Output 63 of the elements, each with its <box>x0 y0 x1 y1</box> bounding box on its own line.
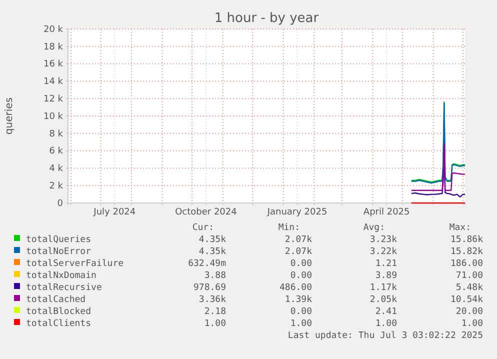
text: 2.07k <box>284 235 313 245</box>
text: 4.35k <box>198 247 227 257</box>
y-tick-label: 20 k <box>43 24 64 35</box>
text: 1.00 <box>204 319 226 329</box>
text: 0.00 <box>290 307 312 317</box>
y-tick-label: 2 k <box>49 181 64 192</box>
text: 10.54k <box>450 295 484 305</box>
y-tick-label: 6 k <box>49 146 64 157</box>
text: 2.18 <box>204 307 226 317</box>
y-tick-label: 14 k <box>43 77 64 88</box>
text: 632.49m <box>188 259 226 269</box>
legend-label: totalCached <box>26 295 86 305</box>
text: 3.36k <box>198 295 227 305</box>
y-tick-label: 10 k <box>43 112 64 122</box>
text: 15.86k <box>450 235 484 245</box>
text: 5.48k <box>456 283 484 293</box>
y-tick-label: 8 k <box>49 129 64 140</box>
text: Cur: <box>192 223 214 233</box>
text: 15.82k <box>450 247 484 257</box>
text: 3.88 <box>204 271 226 281</box>
text: Avg: <box>363 223 385 233</box>
y-tick-label: 4 k <box>49 164 64 174</box>
text: 1.00 <box>461 319 483 329</box>
text: 186.00 <box>450 259 483 269</box>
text: 1.00 <box>290 319 312 329</box>
text: 4.35k <box>198 235 227 245</box>
text: 2.05k <box>370 295 398 305</box>
legend-label: totalClients <box>26 319 92 329</box>
text: 978.69 <box>193 283 226 293</box>
text: Last update: Thu Jul 3 03:02:22 2025 <box>288 331 483 341</box>
text: Min: <box>278 223 300 233</box>
text: 3.89 <box>375 271 397 281</box>
legend-label: totalNxDomain <box>26 271 96 281</box>
legend-label: totalServerFailure <box>26 259 124 269</box>
legend-label: totalQueries <box>26 235 92 245</box>
text: 3.22k <box>370 247 398 257</box>
y-axis-title: queries <box>4 97 15 135</box>
text: 1.00 <box>375 319 397 329</box>
x-tick-label: April 2025 <box>363 207 410 218</box>
text: 0.00 <box>290 259 312 269</box>
x-tick-label: January 2025 <box>266 207 328 218</box>
line-series <box>410 143 466 191</box>
y-tick-label: 18 k <box>43 42 64 52</box>
text: 1.21 <box>375 259 397 269</box>
y-tick-label: 16 k <box>43 60 64 70</box>
text: Max: <box>449 223 471 233</box>
text: 1.39k <box>284 295 313 305</box>
x-tick-label: July 2024 <box>92 207 136 218</box>
text: 2.07k <box>284 247 313 257</box>
text: 3.23k <box>370 235 398 245</box>
text: 71.00 <box>456 271 483 281</box>
legend-label: totalRecursive <box>26 283 102 293</box>
y-tick-label: 12 k <box>43 94 64 104</box>
text: 486.00 <box>279 283 312 293</box>
text: 20.00 <box>456 307 483 317</box>
legend-label: totalNoError <box>26 247 92 257</box>
text: 2.41 <box>375 307 397 317</box>
y-tick-label: 0 <box>57 198 64 209</box>
text: 0.00 <box>290 271 312 281</box>
chart-title: 1 hour - by year <box>214 11 320 26</box>
legend-label: totalBlocked <box>26 307 92 317</box>
x-tick-label: October 2024 <box>175 207 238 218</box>
text: 1.17k <box>370 283 398 293</box>
